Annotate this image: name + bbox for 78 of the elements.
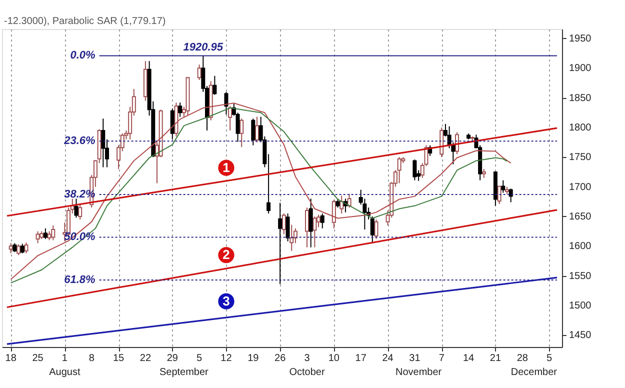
y-tick-label: 1950 xyxy=(569,33,592,44)
candlestick xyxy=(255,116,259,143)
annotation: 23.6% xyxy=(63,135,96,148)
y-tick-label: 1800 xyxy=(569,122,592,134)
candlestick xyxy=(178,102,182,118)
x-tick-label: 7 xyxy=(438,353,445,364)
annotation: 0.0% xyxy=(70,50,96,62)
candlestick xyxy=(332,199,336,229)
x-tick-label: 31 xyxy=(409,353,421,364)
candlestick xyxy=(24,242,28,254)
x-tick-label: 1 xyxy=(62,353,68,364)
candlestick xyxy=(170,108,174,140)
y-tick-label: 1850 xyxy=(569,92,592,104)
x-tick-label: 5 xyxy=(196,353,203,364)
candlestick xyxy=(501,180,506,194)
candlestick xyxy=(278,202,282,285)
text: -12.3000), Parabolic SAR (1,779.17) xyxy=(4,16,166,27)
x-tick-label: 17 xyxy=(355,353,367,364)
candlestick xyxy=(20,243,24,254)
y-tick-label: 1650 xyxy=(569,211,592,222)
y-tick-label: 1900 xyxy=(569,63,592,74)
x-tick-label: 18 xyxy=(5,353,17,364)
x2-tick-label: August xyxy=(49,367,80,378)
x-tick-label: 5 xyxy=(546,353,553,364)
candlestick xyxy=(508,188,513,203)
candlestick xyxy=(74,198,78,218)
candlestick xyxy=(78,202,82,220)
x2-tick-label: October xyxy=(289,367,326,378)
x-tick-label: 26 xyxy=(274,353,286,364)
x-tick-label: 25 xyxy=(32,353,44,364)
candlestick xyxy=(228,106,232,131)
candlestick xyxy=(251,118,256,146)
candlestick xyxy=(197,64,202,81)
annotation: 61.8% xyxy=(64,274,96,286)
candlestick xyxy=(308,198,313,248)
annotation: 3 xyxy=(222,293,230,308)
x-tick-label: 10 xyxy=(328,353,340,364)
y-tick-label: 1550 xyxy=(569,270,592,282)
y-tick-label: 1600 xyxy=(569,241,592,252)
x-tick-label: 24 xyxy=(382,353,394,364)
x-tick-label: 22 xyxy=(140,353,152,364)
annotation: 1 xyxy=(222,160,230,175)
y-tick-label: 1700 xyxy=(569,182,592,193)
x-tick-label: 19 xyxy=(248,353,260,364)
candlestick xyxy=(8,242,13,254)
candlestick xyxy=(412,159,417,181)
candlestick xyxy=(440,126,444,158)
x2-tick-label: December xyxy=(510,367,558,378)
candlestick xyxy=(224,91,228,115)
candlestick xyxy=(497,186,502,205)
candlestick xyxy=(282,213,286,235)
candlestick xyxy=(305,207,309,248)
candlestick xyxy=(212,75,217,96)
candlestick xyxy=(320,213,324,229)
candlestick xyxy=(290,224,294,252)
x-tick-label: 14 xyxy=(462,353,475,364)
annotation: 1920.95 xyxy=(183,42,224,54)
y-tick-label: 1500 xyxy=(569,300,592,312)
x-tick-label: 12 xyxy=(220,353,232,364)
candlestick xyxy=(43,228,48,240)
y-tick-label: 1450 xyxy=(569,330,592,342)
candlestick xyxy=(51,224,56,241)
x-tick-label: 15 xyxy=(112,353,125,364)
x-tick-label: 29 xyxy=(166,353,178,364)
candlestick xyxy=(397,156,402,184)
x-tick-label: 28 xyxy=(516,353,528,364)
x2-tick-label: November xyxy=(395,367,442,378)
annotation: 2 xyxy=(222,247,230,262)
candlestick xyxy=(16,244,21,256)
candlestick xyxy=(101,118,106,168)
candlestick xyxy=(286,213,290,242)
candlestick xyxy=(36,230,40,244)
y-tick-label: 1750 xyxy=(569,152,592,164)
x-tick-label: 8 xyxy=(88,353,95,364)
candlestick xyxy=(347,193,352,208)
x-tick-label: 21 xyxy=(490,353,502,364)
x2-tick-label: September xyxy=(159,367,210,378)
x-tick-label: 3 xyxy=(304,353,310,364)
